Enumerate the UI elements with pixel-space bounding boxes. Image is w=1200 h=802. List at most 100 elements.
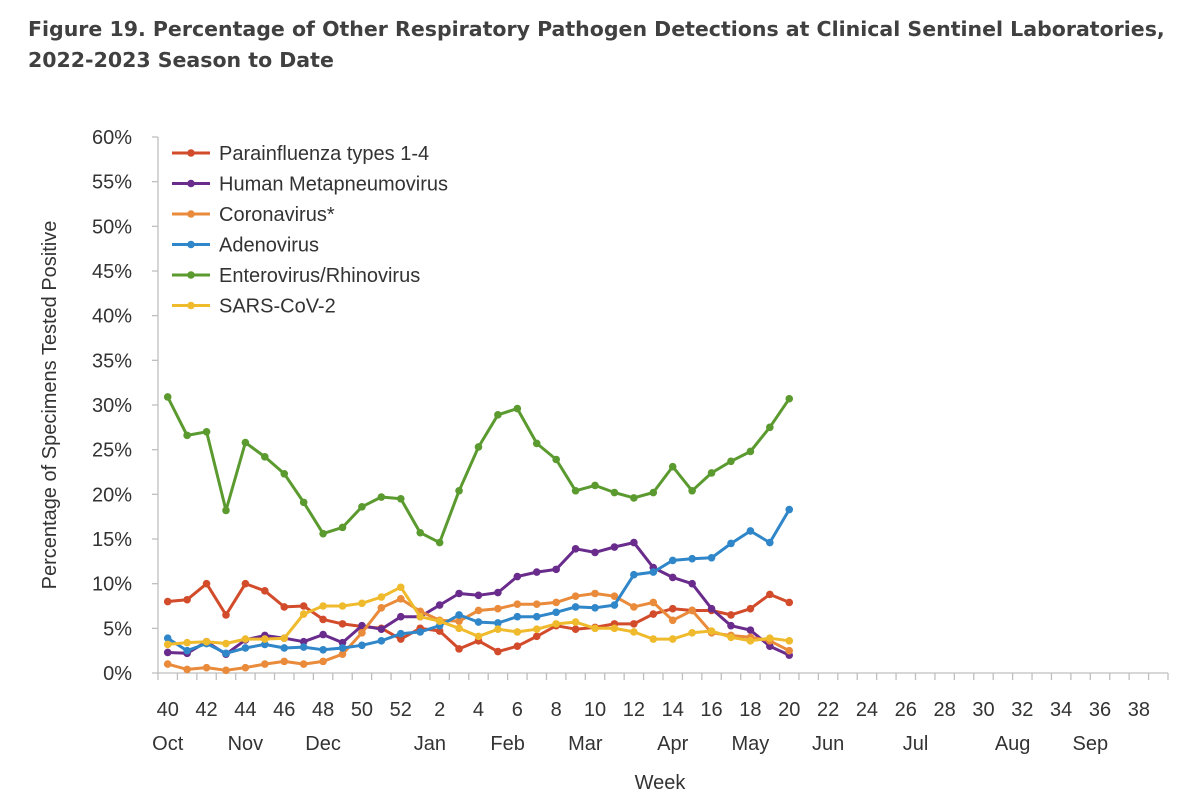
data-point bbox=[630, 494, 638, 502]
y-tick-label: 25% bbox=[92, 440, 132, 462]
data-point bbox=[261, 660, 269, 668]
data-point bbox=[610, 601, 619, 609]
legend-swatch-marker bbox=[187, 179, 195, 188]
data-point bbox=[435, 601, 444, 609]
data-point bbox=[688, 486, 696, 495]
data-point bbox=[377, 637, 386, 645]
data-point bbox=[183, 638, 191, 647]
x-tick-label: 20 bbox=[778, 699, 800, 721]
data-point bbox=[727, 633, 735, 642]
data-point bbox=[319, 529, 327, 538]
data-point bbox=[396, 612, 405, 621]
data-point bbox=[688, 579, 696, 588]
x-month-label: Sep bbox=[1073, 733, 1109, 755]
data-point bbox=[766, 538, 774, 547]
x-tick-label: 34 bbox=[1050, 699, 1072, 721]
data-point bbox=[746, 626, 755, 634]
data-point bbox=[688, 606, 696, 615]
data-point bbox=[746, 637, 755, 645]
data-point bbox=[513, 572, 522, 581]
y-tick-label: 40% bbox=[92, 306, 132, 328]
legend-item: Enterovirus/Rhinovirus bbox=[172, 265, 420, 287]
data-point bbox=[358, 503, 366, 511]
data-point bbox=[610, 624, 619, 633]
data-point bbox=[299, 637, 308, 646]
legend-label: SARS-CoV-2 bbox=[219, 296, 336, 318]
y-tick-label: 45% bbox=[92, 261, 132, 283]
data-point bbox=[319, 645, 327, 654]
data-point bbox=[299, 643, 308, 651]
data-point bbox=[668, 616, 677, 625]
data-point bbox=[455, 645, 463, 653]
data-point bbox=[299, 602, 308, 610]
data-point bbox=[299, 660, 308, 668]
data-point bbox=[474, 606, 483, 615]
data-point bbox=[261, 587, 269, 595]
data-point bbox=[377, 603, 386, 612]
axes: 0% 5% 10% 15% 20% 25% 30% 35% 40% 45% 50% 55% 60% 40 4… bbox=[39, 127, 1169, 794]
y-tick-label: 20% bbox=[92, 484, 132, 506]
data-point bbox=[396, 629, 405, 638]
data-point bbox=[377, 493, 386, 501]
legend-swatch-marker bbox=[187, 301, 195, 310]
data-point bbox=[591, 481, 599, 490]
data-point bbox=[280, 469, 289, 478]
data-point bbox=[163, 597, 172, 606]
data-point bbox=[396, 583, 405, 592]
data-point bbox=[474, 618, 483, 626]
x-tick-label: 10 bbox=[584, 699, 606, 721]
x-month-label: Jun bbox=[812, 733, 844, 755]
data-point bbox=[532, 600, 541, 609]
data-point bbox=[668, 573, 677, 582]
data-point bbox=[358, 599, 366, 608]
x-month-label: May bbox=[732, 733, 770, 755]
y-axis-title: Percentage of Specimens Tested Positive bbox=[39, 221, 61, 590]
data-point bbox=[280, 657, 289, 666]
data-point bbox=[727, 621, 735, 630]
data-point bbox=[474, 443, 483, 451]
data-point bbox=[727, 611, 735, 619]
x-tick-label: 16 bbox=[700, 699, 722, 721]
legend-swatch-marker bbox=[187, 240, 195, 249]
y-tick-label: 35% bbox=[92, 350, 132, 372]
x-tick-label: 48 bbox=[312, 699, 334, 721]
data-point bbox=[241, 644, 250, 652]
y-tick-label: 10% bbox=[92, 574, 132, 596]
y-tick-label: 55% bbox=[92, 172, 132, 194]
x-tick-label: 14 bbox=[662, 699, 684, 721]
x-month-label: Jul bbox=[903, 733, 929, 755]
x-tick-label: 40 bbox=[157, 699, 179, 721]
legend-swatch-marker bbox=[187, 210, 195, 218]
data-point bbox=[338, 602, 347, 610]
data-point bbox=[766, 590, 774, 599]
x-tick-label: 24 bbox=[856, 699, 878, 721]
legend-label: Coronavirus* bbox=[219, 204, 335, 226]
data-point bbox=[727, 539, 735, 548]
x-tick-label: 46 bbox=[273, 699, 295, 721]
data-point bbox=[552, 620, 560, 628]
data-point bbox=[358, 621, 366, 630]
data-point bbox=[707, 604, 716, 613]
data-point bbox=[163, 660, 172, 668]
data-point bbox=[571, 592, 580, 600]
data-point bbox=[241, 635, 250, 643]
data-point bbox=[494, 604, 502, 613]
y-tick-label: 30% bbox=[92, 395, 132, 417]
data-point bbox=[319, 602, 327, 610]
series-2 bbox=[163, 589, 794, 675]
series-3 bbox=[163, 505, 794, 658]
x-tick-label: 28 bbox=[934, 699, 956, 721]
x-tick-label: 42 bbox=[195, 699, 217, 721]
data-point bbox=[455, 589, 463, 598]
data-point bbox=[299, 498, 308, 507]
x-tick-label: 6 bbox=[512, 699, 523, 721]
data-point bbox=[571, 625, 580, 634]
data-point bbox=[630, 603, 638, 611]
data-point bbox=[766, 642, 774, 650]
data-point bbox=[766, 423, 774, 432]
legend-label: Adenovirus bbox=[219, 235, 319, 257]
data-point bbox=[591, 603, 599, 612]
data-point bbox=[649, 635, 658, 643]
data-point bbox=[513, 642, 522, 650]
data-point bbox=[202, 428, 211, 436]
